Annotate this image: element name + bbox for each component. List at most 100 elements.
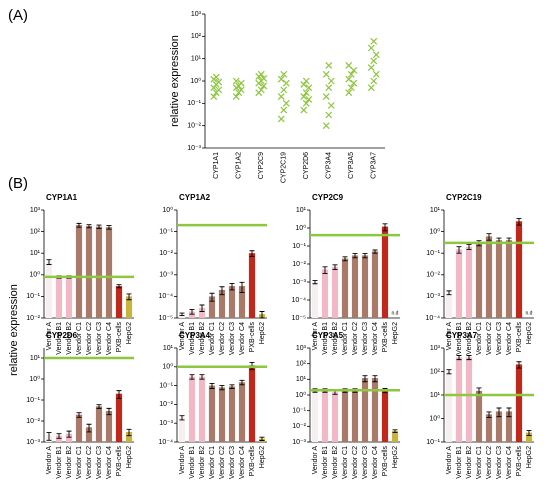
bar (198, 376, 206, 442)
point (372, 70, 380, 78)
y-tick-label: 10¹ (430, 207, 441, 214)
bar (505, 240, 513, 318)
error-bar (209, 383, 215, 389)
bar (495, 411, 503, 442)
error-bar (46, 259, 52, 265)
point (367, 64, 375, 71)
error-bar (126, 428, 132, 437)
y-tick-label: 10¹ (30, 250, 41, 257)
x-tick-label: Vendor B1 (189, 446, 196, 479)
y-tick-label: 10⁻⁴ (292, 297, 307, 304)
x-tick-label: Vendor B2 (466, 446, 473, 479)
point (280, 106, 288, 114)
point (302, 77, 310, 85)
x-tick-label: Vendor C3 (362, 446, 369, 479)
error-bar (106, 407, 112, 416)
y-tick-label: 10³ (191, 11, 202, 18)
bar (341, 258, 349, 318)
x-tick-label: Vendor B2 (199, 446, 206, 479)
x-tick-label: Vendor B1 (322, 446, 329, 479)
x-tick-label: CYP2C9 (258, 152, 265, 179)
error-bar (249, 250, 255, 257)
x-tick-label: Vendor B2 (332, 322, 339, 355)
bar (455, 357, 463, 442)
error-bar (456, 355, 462, 361)
point (347, 70, 355, 78)
error-bar (372, 375, 378, 383)
y-tick-label: 10⁻¹ (426, 439, 440, 446)
y-tick-label: 10⁻⁴ (159, 293, 174, 300)
value-label: n.d (392, 310, 399, 316)
x-tick-label: Vendor C4 (506, 446, 513, 479)
bar (238, 382, 246, 442)
point (280, 70, 288, 78)
panel-label: (A) (8, 7, 28, 24)
error-bar (446, 290, 452, 296)
x-tick-label: Vendor B1 (56, 322, 63, 355)
error-bar (506, 407, 512, 418)
x-tick-label: Vendor C2 (219, 322, 226, 355)
bar (381, 390, 389, 442)
x-tick-label: PXB-cells (516, 446, 523, 477)
bar (55, 435, 63, 442)
y-tick-label: 10⁻¹ (426, 250, 440, 257)
x-tick-label: HepG2 (259, 446, 266, 468)
bar (105, 410, 113, 442)
point (325, 84, 333, 92)
point (325, 111, 333, 119)
y-tick-label: 10⁻¹ (159, 382, 173, 389)
point (347, 84, 355, 92)
x-tick-label: HepG2 (392, 446, 399, 468)
x-tick-label: Vendor C1 (476, 446, 483, 479)
bar (381, 226, 389, 318)
error-bar (179, 312, 185, 316)
y-tick-label: 10⁻¹ (187, 100, 201, 107)
point (370, 77, 378, 85)
x-tick-label: PXB-cells (116, 322, 123, 353)
error-bar (56, 433, 62, 439)
y-tick-label: 10⁻³ (26, 439, 40, 446)
x-tick-label: PXB-cells (516, 322, 523, 353)
bar (115, 393, 123, 442)
y-tick-label: 10⁻¹ (292, 408, 306, 415)
x-tick-label: Vendor C3 (229, 322, 236, 355)
point (232, 77, 240, 85)
error-bar (209, 292, 215, 302)
point (370, 57, 378, 65)
error-bar (126, 293, 132, 301)
x-tick-label: Vendor A (446, 322, 453, 351)
error-bar (46, 432, 52, 441)
error-bar (76, 222, 82, 228)
bar (238, 286, 246, 318)
bar (321, 269, 329, 318)
chart-title: CYP2D6 (46, 331, 78, 340)
point (322, 70, 330, 78)
bar (465, 246, 473, 318)
y-tick-label: 10⁻³ (187, 145, 201, 152)
bar (228, 386, 236, 442)
y-tick-label: 10⁰ (295, 391, 306, 399)
x-tick-label: Vendor B2 (332, 446, 339, 479)
bar (525, 432, 533, 442)
y-tick-label: 10² (296, 361, 307, 368)
bar (495, 240, 503, 318)
x-tick-label: Vendor C3 (496, 322, 503, 355)
bar (75, 414, 83, 442)
bar (55, 276, 63, 318)
x-tick-label: Vendor A (312, 322, 319, 351)
x-tick-label: Vendor B2 (466, 322, 473, 355)
bar (208, 296, 216, 318)
y-tick-label: 10⁻³ (159, 420, 173, 427)
bar (95, 406, 103, 442)
y-tick-label: 10⁻² (292, 423, 306, 430)
error-bar (466, 355, 472, 361)
error-bar (466, 244, 472, 250)
point (212, 73, 220, 81)
point (260, 82, 268, 90)
point (327, 102, 335, 109)
y-tick-label: 10¹ (191, 56, 202, 63)
panel-label: (B) (8, 175, 28, 192)
error-bar (362, 253, 368, 259)
error-bar (229, 384, 235, 389)
